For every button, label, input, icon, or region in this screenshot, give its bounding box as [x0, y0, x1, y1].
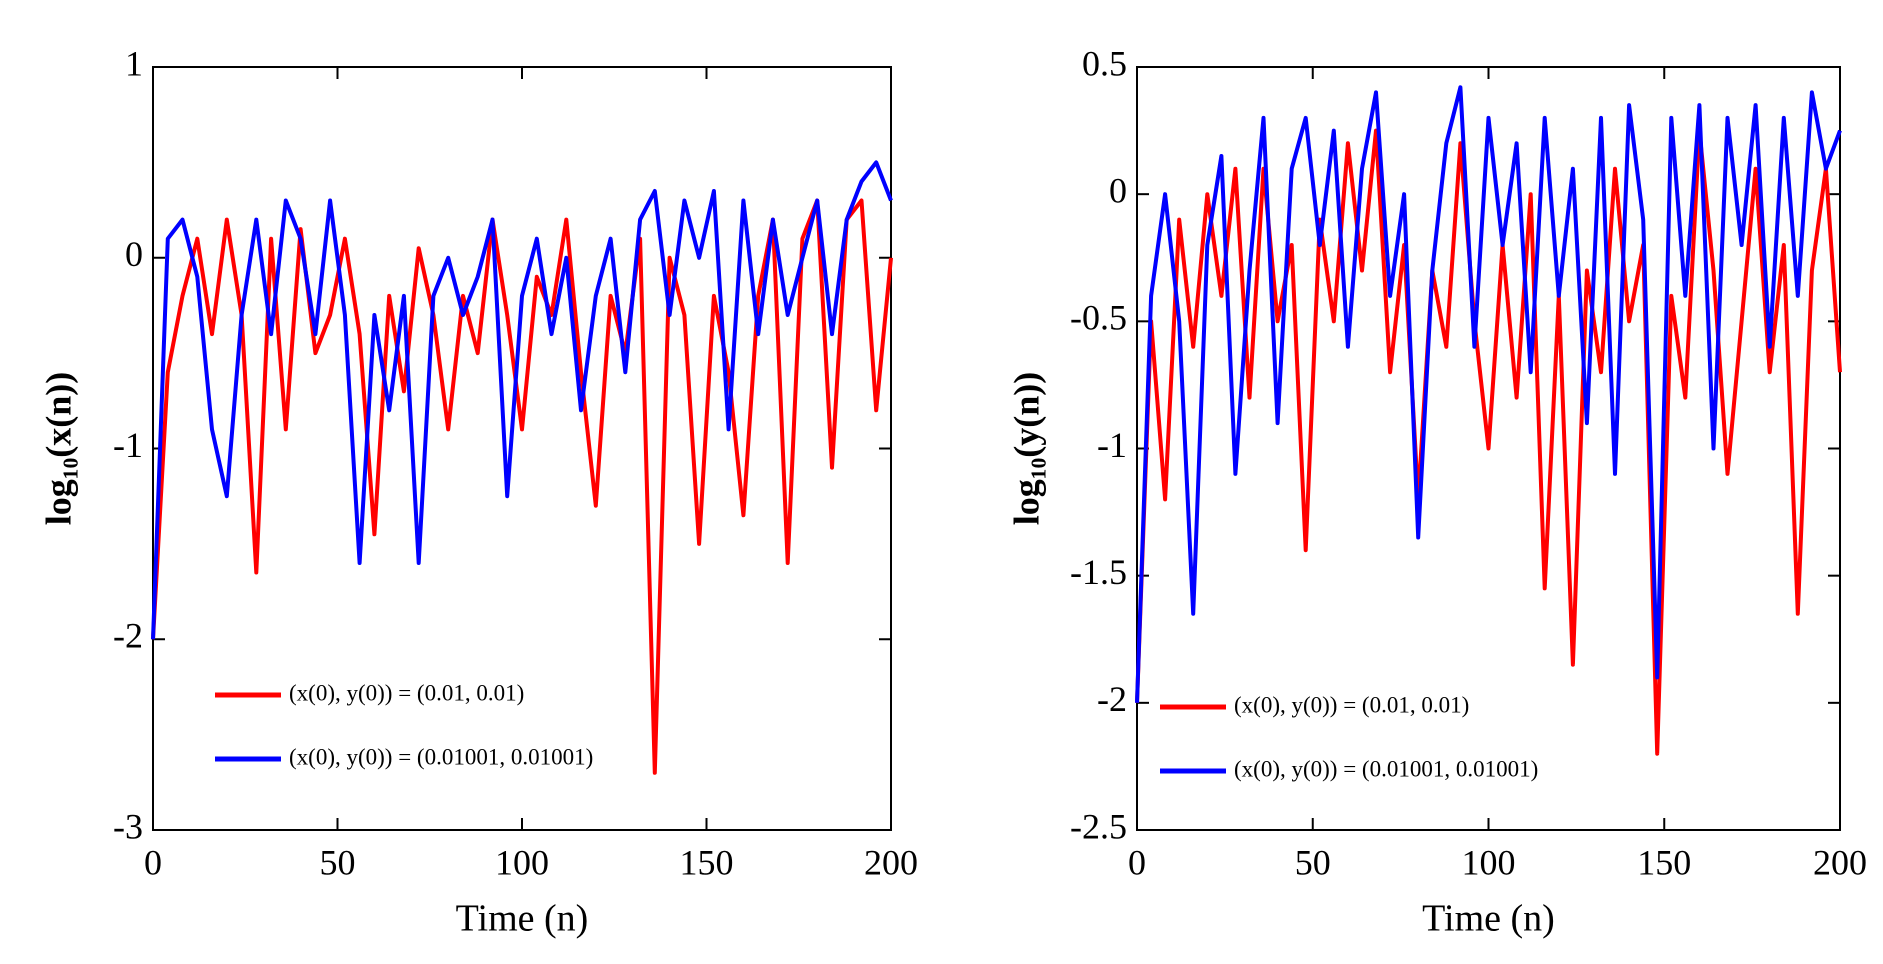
subplot: 0 50 100 150 200 -2.5 -2 -1.5 -1 -0.5 0 0.5 Time (n)…: [1006, 43, 1867, 939]
x-tick-label: 100: [1462, 842, 1516, 882]
series-line: [151, 160, 893, 640]
series-line: [1135, 85, 1842, 703]
y-tick-label: -1: [1097, 425, 1127, 465]
plot-area: [152, 66, 892, 831]
y-tick-label: -3: [113, 806, 143, 846]
legend-label: (x(0), y(0)) = (0.01, 0.01): [289, 680, 524, 705]
y-tick-label: -2.5: [1070, 806, 1127, 846]
y-tick-label: 1: [125, 43, 143, 83]
y-tick-label: -2: [1097, 679, 1127, 719]
y-tick-label: 0: [125, 234, 143, 274]
y-axis-label: log₁₀(x(n)): [38, 372, 78, 526]
x-tick-label: 150: [1637, 842, 1691, 882]
legend-label: (x(0), y(0)) = (0.01001, 0.01001): [289, 744, 593, 769]
x-tick-label: 0: [144, 842, 162, 882]
x-tick-label: 200: [864, 842, 918, 882]
y-tick-label: -0.5: [1070, 298, 1127, 338]
x-tick-label: 0: [1128, 842, 1146, 882]
legend-label: (x(0), y(0)) = (0.01001, 0.01001): [1234, 756, 1538, 781]
y-tick-label: 0.5: [1082, 43, 1127, 83]
y-axis-label: log₁₀(y(n)): [1006, 372, 1046, 526]
x-tick-label: 50: [1295, 842, 1331, 882]
x-tick-label: 200: [1813, 842, 1867, 882]
y-tick-label: -2: [113, 616, 143, 656]
x-tick-label: 50: [320, 842, 356, 882]
y-tick-label: -1.5: [1070, 552, 1127, 592]
x-tick-label: 150: [680, 842, 734, 882]
subplot: 0 50 100 150 200 -3 -2 -1 0 1 Time (n) log₁₀(x(n)) (…: [38, 43, 918, 939]
legend-label: (x(0), y(0)) = (0.01, 0.01): [1234, 692, 1469, 717]
y-tick-label: -1: [113, 425, 143, 465]
x-axis-label: Time (n): [1422, 898, 1555, 940]
x-axis-label: Time (n): [456, 898, 589, 940]
series-line: [1135, 128, 1842, 756]
x-tick-label: 100: [495, 842, 549, 882]
y-tick-label: 0: [1109, 170, 1127, 210]
